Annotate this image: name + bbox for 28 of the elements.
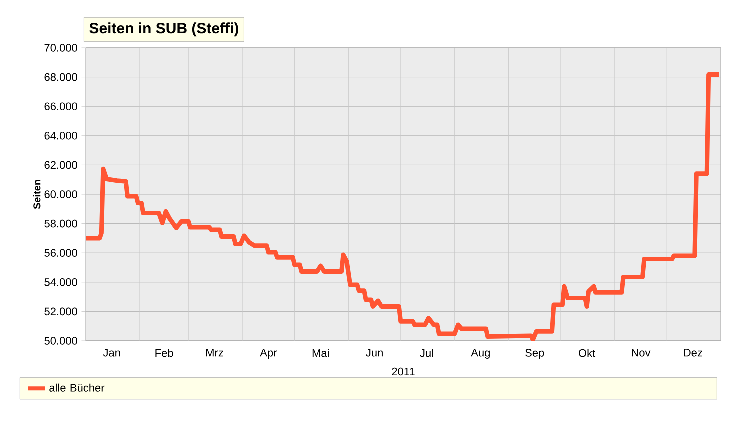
y-tick-label: 66.000 xyxy=(44,102,78,110)
x-tick-label: Jan xyxy=(103,349,120,357)
y-tick-label: 64.000 xyxy=(44,132,78,140)
y-tick-label: 70.000 xyxy=(44,44,78,52)
x-tick-label: Mai xyxy=(312,349,329,358)
x-tick-label: Aug xyxy=(471,349,490,359)
x-tick-label: Jul xyxy=(420,349,434,358)
x-tick-label: Nov xyxy=(632,349,651,357)
y-tick-label: 58.000 xyxy=(44,220,78,228)
legend-label: alle Bücher xyxy=(50,384,105,392)
y-tick-label: 54.000 xyxy=(44,278,78,286)
y-tick-label: 68.000 xyxy=(44,73,78,82)
line-series xyxy=(86,72,722,341)
y-axis-title: Seiten xyxy=(33,180,41,210)
y-tick-label: 56.000 xyxy=(44,249,78,257)
x-axis-title: 2011 xyxy=(392,368,415,376)
y-tick-label: 60.000 xyxy=(44,190,78,198)
x-tick-label: Mrz xyxy=(206,349,224,357)
y-tick-label: 62.000 xyxy=(44,161,78,170)
x-tick-label: Feb xyxy=(156,349,174,358)
y-tick-label: 50.000 xyxy=(44,337,78,345)
x-tick-label: Okt xyxy=(579,349,596,358)
y-tick-label: 52.000 xyxy=(44,308,78,316)
x-tick-label: Jun xyxy=(366,349,383,357)
x-tick-label: Apr xyxy=(260,349,278,359)
x-tick-label: Sep xyxy=(526,349,544,360)
x-tick-label: Dez xyxy=(684,349,702,357)
chart-title: Seiten in SUB (Steffi) xyxy=(90,22,238,37)
